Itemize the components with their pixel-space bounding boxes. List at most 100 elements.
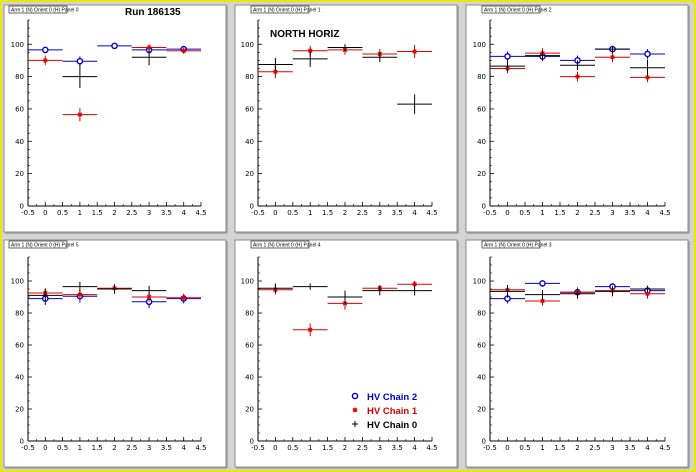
- x-tick-label: 1: [78, 444, 82, 452]
- x-tick-label: -0.5: [483, 209, 497, 217]
- y-tick-label: 100: [473, 278, 486, 286]
- data-point: [28, 46, 63, 54]
- y-tick-label: 80: [477, 73, 486, 81]
- y-tick-label: 60: [245, 105, 254, 113]
- point-star-1-1: [540, 298, 545, 304]
- point-star-1-legend: [352, 407, 358, 413]
- x-tick-label: 3: [147, 209, 151, 217]
- x-tick-label: 1.5: [322, 444, 333, 452]
- y-tick-label: 20: [245, 170, 254, 178]
- point-star-1-3: [181, 48, 187, 54]
- y-tick-label: 60: [15, 105, 24, 113]
- x-tick-label: 2: [112, 209, 116, 217]
- x-tick-label: -0.5: [483, 444, 497, 452]
- x-tick-label: 1.5: [322, 209, 333, 217]
- y-tick-label: 40: [15, 374, 24, 382]
- panel-title-box: [481, 240, 541, 249]
- x-tick-label: 3.5: [624, 444, 635, 452]
- x-tick-label: 2.5: [589, 444, 600, 452]
- y-tick-label: 40: [245, 374, 254, 382]
- data-point: [258, 58, 293, 71]
- point-circle-0-1: [539, 280, 546, 287]
- data-point: [28, 289, 63, 302]
- x-tick-label: 3: [610, 444, 614, 452]
- x-tick-label: 4.5: [195, 209, 206, 217]
- data-point: [97, 284, 132, 294]
- x-tick-label: 4: [412, 209, 417, 217]
- panel-title-box: [481, 5, 541, 14]
- chart-panel-3: Arm 1 (N) Orient 0 (H) Panel 5-0.5 0 0.5 1 1…: [3, 239, 228, 469]
- legend-entry: HV Chain 0: [352, 420, 417, 431]
- x-tick-label: 2: [343, 444, 347, 452]
- x-tick-label: 2.5: [357, 209, 368, 217]
- x-tick-label: 3: [610, 209, 614, 217]
- y-tick-label: 100: [241, 278, 254, 286]
- x-tick-label: 3: [378, 444, 382, 452]
- data-point: [397, 45, 432, 59]
- legend-entry: HV Chain 2: [351, 392, 417, 403]
- y-tick-label: 60: [245, 342, 254, 350]
- data-point: [131, 292, 167, 302]
- x-tick-label: 1: [78, 209, 82, 217]
- point-circle-0-1: [76, 57, 84, 65]
- point-star-1-2: [146, 45, 152, 50]
- x-tick-label: 3.5: [161, 209, 172, 217]
- y-tick-label: 0: [20, 203, 24, 211]
- panel-background: [234, 239, 458, 468]
- x-tick-label: 3: [378, 209, 382, 217]
- x-tick-label: 0: [273, 444, 277, 452]
- point-circle-0-legend: [351, 392, 359, 400]
- point-star-1-0: [42, 58, 48, 63]
- point-star-1-4: [412, 49, 417, 54]
- point-star-1-4-stroke-d2: [645, 75, 650, 80]
- panel-title-box: [250, 240, 310, 249]
- x-tick-label: 2.5: [126, 209, 137, 217]
- y-tick-label: 20: [15, 406, 24, 414]
- data-point: [362, 285, 398, 296]
- panel-background: [3, 239, 227, 468]
- data-point: [490, 285, 525, 298]
- point-star-1-4: [181, 295, 187, 301]
- x-tick-label: 1: [308, 209, 312, 217]
- data-point: [630, 59, 665, 76]
- y-tick-label: 100: [11, 278, 24, 286]
- x-tick-label: 4: [645, 444, 650, 452]
- data-point: [62, 108, 98, 122]
- y-tick-label: 60: [477, 105, 486, 113]
- x-tick-label: 0.5: [57, 444, 68, 452]
- point-star-1-4: [412, 281, 417, 287]
- data-point: [525, 50, 560, 61]
- x-tick-label: 0: [505, 209, 509, 217]
- x-tick-label: 2.5: [589, 209, 600, 217]
- y-tick-label: 80: [15, 73, 24, 81]
- panel-title-box: [250, 5, 310, 14]
- y-tick-label: 0: [482, 438, 486, 446]
- y-tick-label: 60: [477, 342, 486, 350]
- x-tick-label: 0: [43, 444, 47, 452]
- data-point: [525, 289, 560, 300]
- point-star-1-2-stroke-d2: [342, 301, 348, 306]
- panel-title: Arm 1 (N) Orient 0 (H) Panel 3: [484, 242, 552, 248]
- panel-title-box: [8, 5, 68, 14]
- x-tick-label: 4: [181, 444, 186, 452]
- x-tick-label: 0.5: [519, 444, 530, 452]
- point-star-1-0-stroke-d2: [43, 58, 48, 63]
- point-star-1-1-stroke-d2: [540, 298, 545, 304]
- panel-annotation-label: NORTH HORIZ: [270, 29, 339, 40]
- panel-background: [234, 4, 458, 233]
- data-point: [258, 283, 293, 293]
- point-star-1-3-stroke-d2: [181, 48, 186, 53]
- y-tick-label: 40: [245, 138, 254, 146]
- data-point: [62, 281, 98, 292]
- data-point: [630, 49, 665, 59]
- point-star-1-0-stroke-d2: [273, 69, 278, 74]
- y-tick-label: 40: [477, 374, 486, 382]
- point-star-1-4-stroke-d2: [645, 291, 650, 296]
- point-star-1-3-stroke-d2: [610, 55, 615, 60]
- point-circle-0-2: [111, 42, 118, 50]
- x-tick-label: 3.5: [624, 209, 635, 217]
- x-tick-label: 2.5: [357, 444, 368, 452]
- x-tick-label: 1.5: [92, 444, 103, 452]
- x-tick-label: 2: [112, 444, 116, 452]
- y-tick-label: 40: [15, 138, 24, 146]
